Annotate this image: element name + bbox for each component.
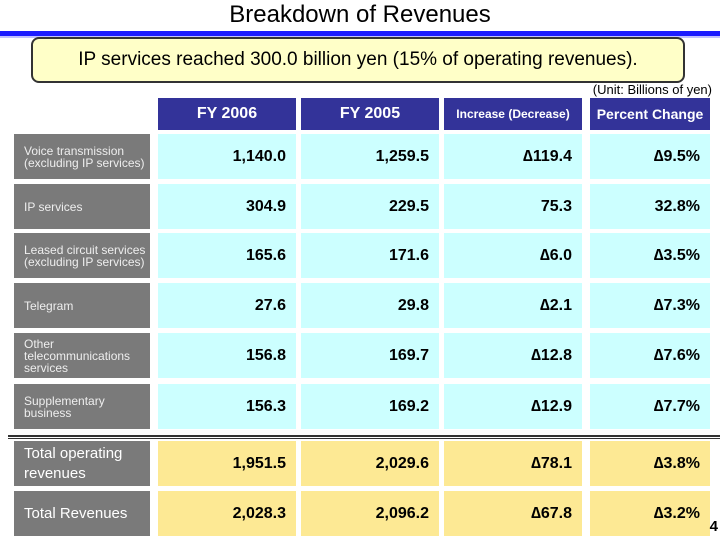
table-cell: 1,140.0 (158, 134, 296, 179)
total-label: Total operating revenues (14, 441, 150, 486)
table-cell: 165.6 (158, 233, 296, 278)
total-cell: ∆3.2% (590, 491, 710, 536)
row-label: Leased circuit services (excluding IP se… (14, 233, 150, 278)
table-cell: 304.9 (158, 184, 296, 229)
slide-title: Breakdown of Revenues (229, 1, 491, 28)
table-cell: 156.3 (158, 384, 296, 429)
total-cell: ∆3.8% (590, 441, 710, 486)
table-cell: 75.3 (444, 184, 582, 229)
table-cell: ∆3.5% (590, 233, 710, 278)
table-cell: ∆12.9 (444, 384, 582, 429)
table-cell: ∆7.3% (590, 283, 710, 328)
table-cell: ∆2.1 (444, 283, 582, 328)
total-cell: 2,096.2 (301, 491, 439, 536)
row-label: Telegram (14, 283, 150, 328)
total-cell: ∆78.1 (444, 441, 582, 486)
row-label: IP services (14, 184, 150, 229)
table-cell: ∆9.5% (590, 134, 710, 179)
table-cell: 156.8 (158, 333, 296, 378)
table-cell: 1,259.5 (301, 134, 439, 179)
highlight-banner: IP services reached 300.0 billion yen (1… (31, 37, 685, 83)
table-cell: ∆12.8 (444, 333, 582, 378)
table-cell: 171.6 (301, 233, 439, 278)
row-label: Supplementary business (14, 384, 150, 429)
column-header: Increase (Decrease) (444, 98, 582, 130)
row-label: Voice transmission (excluding IP service… (14, 134, 150, 179)
table-cell: 229.5 (301, 184, 439, 229)
table-cell: 169.2 (301, 384, 439, 429)
column-header: FY 2005 (301, 98, 439, 130)
total-label: Total Revenues (14, 491, 150, 536)
page-number: 4 (709, 518, 718, 535)
total-cell: 2,028.3 (158, 491, 296, 536)
table-cell: ∆119.4 (444, 134, 582, 179)
table-cell: 29.8 (301, 283, 439, 328)
table-cell: ∆7.7% (590, 384, 710, 429)
unit-note: (Unit: Billions of yen) (592, 82, 712, 97)
table-cell: 169.7 (301, 333, 439, 378)
total-cell: 2,029.6 (301, 441, 439, 486)
column-header: FY 2006 (158, 98, 296, 130)
title-rule (0, 31, 720, 36)
row-label: Other telecommunications services (14, 333, 150, 378)
table-cell: ∆6.0 (444, 233, 582, 278)
totals-separator (8, 435, 720, 439)
column-header: Percent Change (590, 98, 710, 130)
total-cell: ∆67.8 (444, 491, 582, 536)
table-cell: 32.8% (590, 184, 710, 229)
table-cell: 27.6 (158, 283, 296, 328)
total-cell: 1,951.5 (158, 441, 296, 486)
table-cell: ∆7.6% (590, 333, 710, 378)
